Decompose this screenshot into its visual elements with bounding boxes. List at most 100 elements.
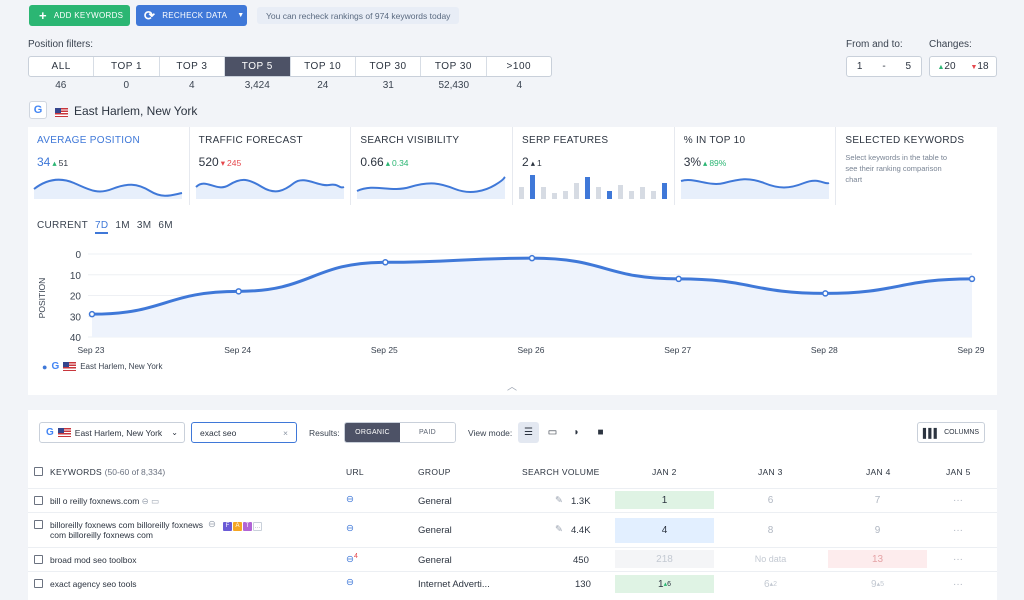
sparkline: [33, 178, 183, 199]
th-jan5[interactable]: JAN 5: [946, 467, 971, 477]
link-icon[interactable]: ⊖: [141, 496, 149, 506]
data-point[interactable]: [382, 259, 389, 266]
position-cell[interactable]: 9: [874, 525, 881, 536]
select-all-checkbox[interactable]: [34, 467, 43, 476]
filter-all[interactable]: ALL: [29, 57, 95, 76]
collapse-chevron-icon[interactable]: ︿: [507, 382, 517, 393]
card-percent-top10[interactable]: % IN TOP 10 3% ▴ 89%: [675, 127, 837, 205]
paid-button[interactable]: PAID: [400, 423, 455, 442]
th-jan3[interactable]: JAN 3: [758, 467, 783, 477]
position-cell[interactable]: 9 ▴ 5: [871, 578, 884, 590]
row-checkbox[interactable]: [34, 520, 43, 529]
th-url[interactable]: URL: [346, 467, 364, 477]
tab-7d[interactable]: 7D: [95, 220, 109, 234]
data-point[interactable]: [88, 310, 96, 318]
keyword-search-input[interactable]: exact seo ×: [191, 422, 297, 443]
position-cell[interactable]: 7: [874, 494, 881, 506]
x-tick-label: Sep 23: [78, 345, 105, 355]
filter-top10[interactable]: TOP 10: [291, 57, 356, 76]
data-point[interactable]: [968, 275, 976, 283]
changes-box[interactable]: ▲20 ▼18: [929, 56, 997, 77]
comment-icon[interactable]: ▭: [151, 496, 160, 506]
metric-cards: AVERAGE POSITION 34 ▴ 51 TRAFFIC FORECAST …: [28, 127, 997, 205]
keyword-cell[interactable]: bill o reilly foxnews.com ⊖ ▭: [50, 496, 160, 506]
table-row[interactable]: billoreilly foxnews com billoreilly foxn…: [28, 512, 997, 547]
range-from[interactable]: 1: [856, 61, 863, 72]
url-link-icon[interactable]: ⊖4: [346, 553, 358, 566]
tab-1m[interactable]: 1M: [115, 220, 130, 231]
url-link-icon[interactable]: ⊖: [346, 523, 354, 534]
edit-icon[interactable]: ✎: [555, 524, 563, 535]
link-icon[interactable]: ⊖: [208, 519, 216, 530]
add-keywords-button[interactable]: + ADD KEYWORDS: [29, 5, 130, 26]
th-jan2[interactable]: JAN 2: [652, 467, 677, 477]
position-cell[interactable]: 13: [828, 550, 927, 568]
position-cell[interactable]: 6: [767, 494, 774, 506]
th-group[interactable]: GROUP: [418, 467, 451, 477]
y-tick-label: 10: [70, 271, 82, 282]
x-tick-label: Sep 24: [224, 345, 251, 355]
tab-6m[interactable]: 6M: [158, 220, 173, 231]
tab-current[interactable]: CURRENT: [37, 220, 88, 231]
keyword-cell[interactable]: billoreilly foxnews com billoreilly foxn…: [50, 520, 204, 540]
changes-up[interactable]: ▲20: [937, 61, 956, 72]
url-link-icon[interactable]: ⊖: [346, 494, 354, 505]
position-cell[interactable]: 218: [615, 550, 714, 568]
position-cell[interactable]: 1 ▴ 6: [615, 575, 714, 593]
keyword-cell[interactable]: exact agency seo tools: [50, 579, 137, 589]
data-point[interactable]: [822, 290, 829, 297]
card-search-visibility[interactable]: SEARCH VISIBILITY 0.66 ▴ 0.34: [351, 127, 514, 205]
filter-top30-b[interactable]: TOP 30: [421, 57, 487, 76]
table-row[interactable]: exact agency seo tools ⊖ Internet Advert…: [28, 571, 997, 600]
position-cell[interactable]: ···: [953, 525, 963, 536]
organic-button[interactable]: ORGANIC: [345, 423, 400, 442]
tag-view-icon[interactable]: ◗: [573, 427, 580, 438]
location-select[interactable]: G East Harlem, New York ⌄: [39, 422, 185, 443]
recheck-note: You can recheck rankings of 974 keywords…: [257, 7, 460, 24]
th-jan4[interactable]: JAN 4: [866, 467, 891, 477]
row-checkbox[interactable]: [34, 555, 43, 564]
position-cell[interactable]: No data: [754, 554, 787, 564]
row-checkbox[interactable]: [34, 579, 43, 588]
folder-view-icon[interactable]: ▭: [547, 427, 558, 438]
keyword-cell[interactable]: broad mod seo toolbox: [50, 555, 137, 565]
more-chips-icon[interactable]: …: [253, 521, 262, 531]
data-point[interactable]: [675, 275, 682, 283]
list-view-icon[interactable]: ☰: [518, 422, 539, 443]
url-link-icon[interactable]: ⊖: [346, 577, 354, 588]
range-to[interactable]: 5: [905, 61, 912, 72]
tab-3m[interactable]: 3M: [136, 220, 152, 231]
card-traffic-forecast[interactable]: TRAFFIC FORECAST 520 ▾ 245: [190, 127, 352, 205]
filter-top1[interactable]: TOP 1: [94, 57, 160, 76]
filter-over100[interactable]: >100: [506, 61, 532, 72]
position-cell[interactable]: ···: [953, 578, 963, 590]
th-volume[interactable]: SEARCH VOLUME: [522, 467, 600, 477]
position-cell[interactable]: 6 ▴ 2: [764, 578, 777, 590]
position-range-input[interactable]: 1 - 5: [846, 56, 922, 77]
position-cell[interactable]: 1: [615, 491, 714, 509]
filter-top30[interactable]: TOP 30: [356, 57, 422, 76]
filter-top5[interactable]: TOP 5: [225, 57, 291, 76]
position-cell[interactable]: ···: [953, 553, 963, 565]
row-checkbox[interactable]: [34, 496, 43, 505]
filter-top3[interactable]: TOP 3: [160, 57, 226, 76]
dark-folder-icon[interactable]: ■: [597, 427, 604, 438]
th-keywords[interactable]: KEYWORDS (50-60 of 8,334): [50, 467, 166, 477]
card-average-position[interactable]: AVERAGE POSITION 34 ▴ 51: [28, 127, 190, 205]
filter-count: 31: [382, 80, 394, 91]
position-cell[interactable]: 4: [615, 518, 714, 543]
table-row[interactable]: bill o reilly foxnews.com ⊖ ▭ ⊖ General …: [28, 488, 997, 512]
position-cell[interactable]: 8: [767, 525, 774, 536]
clear-icon[interactable]: ×: [283, 427, 288, 438]
columns-button[interactable]: ▌▌▌ COLUMNS: [917, 422, 985, 443]
position-cell[interactable]: ···: [953, 494, 963, 506]
recheck-data-button[interactable]: ⟳ RECHECK DATA ▼: [136, 5, 247, 26]
data-point[interactable]: [528, 254, 536, 262]
changes-down[interactable]: ▼18: [970, 61, 989, 72]
card-serp-features[interactable]: SERP FEATURES 2 ▴ 1: [513, 127, 675, 205]
table-row[interactable]: broad mod seo toolbox ⊖4 General 450 218…: [28, 547, 997, 571]
edit-icon[interactable]: ✎: [555, 495, 563, 506]
delta-down-icon: ▾: [220, 158, 225, 168]
data-point[interactable]: [235, 288, 242, 295]
serp-features-chips: F A T…: [223, 521, 263, 532]
